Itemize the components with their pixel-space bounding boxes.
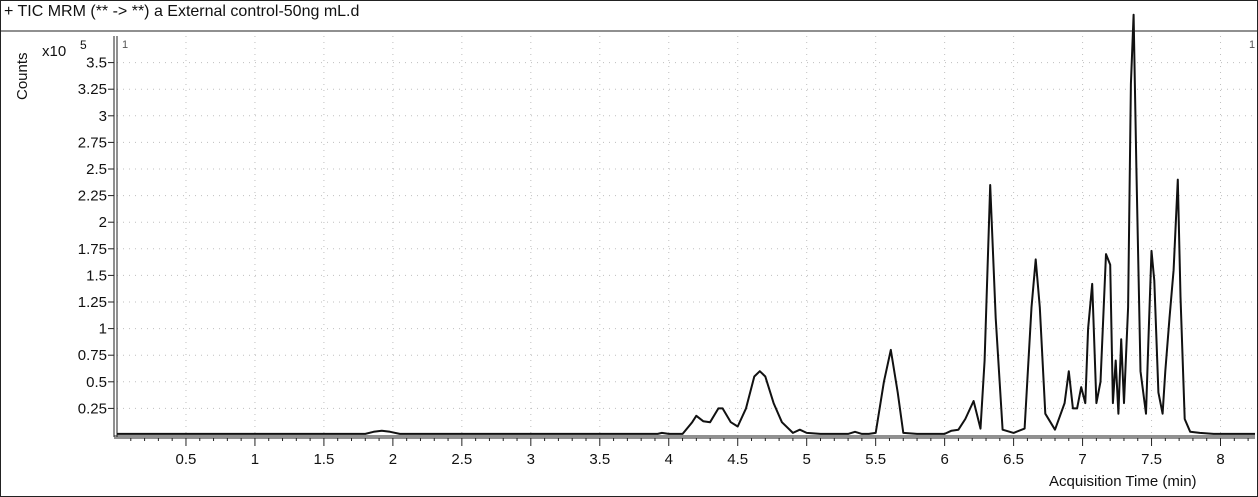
- x-axis-label: Acquisition Time (min): [1049, 473, 1197, 490]
- y-tick-label: 1.25: [78, 294, 107, 311]
- y-multiplier-exponent: 5: [80, 38, 87, 52]
- y-tick-label: 1: [99, 321, 107, 338]
- grid: [117, 36, 1255, 435]
- x-tick-label: 8: [1216, 451, 1224, 468]
- y-tick-label: 2.75: [78, 134, 107, 151]
- y-axis-label: Counts: [14, 52, 31, 100]
- x-tick-label: 5: [803, 451, 811, 468]
- y-tick-label: 3.25: [78, 81, 107, 98]
- x-tick-label: 1: [251, 451, 259, 468]
- y-tick-label: 2.5: [86, 161, 107, 178]
- series-line: [117, 13, 1255, 435]
- y-multiplier-label: x10: [42, 43, 66, 60]
- corner-mark-right: 1: [1249, 39, 1255, 51]
- y-tick-label: 1.5: [86, 267, 107, 284]
- chart-title: + TIC MRM (** -> **) a External control-…: [4, 3, 360, 20]
- ticks: [108, 62, 1249, 446]
- x-tick-label: 2.5: [451, 451, 472, 468]
- x-tick-label: 5.5: [865, 451, 886, 468]
- y-tick-label: 3: [99, 108, 107, 125]
- corner-mark-left: 1: [122, 39, 128, 51]
- series: [117, 13, 1255, 435]
- x-tick-label: 0.5: [176, 451, 197, 468]
- y-tick-label: 2: [99, 214, 107, 231]
- y-tick-label: 1.75: [78, 241, 107, 258]
- tick-labels: 0.5 1 1.5 2 2.5 3 3.5 4 4.5 5 5.5 6 6.5 7 7.5 8 0.25 0.5 0…: [78, 55, 1225, 468]
- x-tick-label: 2: [389, 451, 397, 468]
- x-tick-label: 7.5: [1141, 451, 1162, 468]
- x-tick-label: 3: [527, 451, 535, 468]
- y-tick-label: 0.25: [78, 400, 107, 417]
- x-tick-label: 6: [940, 451, 948, 468]
- axes: [113, 36, 1255, 439]
- y-tick-label: 0.5: [86, 374, 107, 391]
- y-tick-label: 0.75: [78, 347, 107, 364]
- x-tick-label: 7: [1078, 451, 1086, 468]
- x-tick-label: 6.5: [1003, 451, 1024, 468]
- x-tick-label: 1.5: [313, 451, 334, 468]
- x-tick-label: 4: [665, 451, 673, 468]
- x-tick-label: 4.5: [727, 451, 748, 468]
- x-tick-label: 3.5: [589, 451, 610, 468]
- y-tick-label: 2.25: [78, 188, 107, 205]
- y-tick-label: 3.5: [86, 55, 107, 72]
